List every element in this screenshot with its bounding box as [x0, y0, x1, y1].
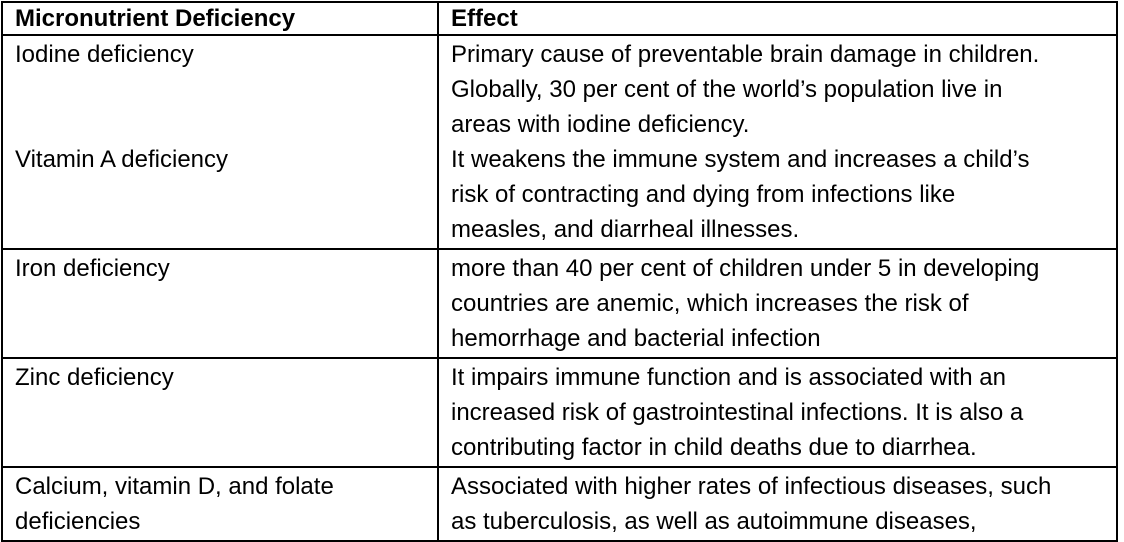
- text-line: increased risk of gastrointestinal infec…: [451, 399, 1024, 426]
- table-row-iron: Iron deficiency more than 40 per cent of…: [1, 248, 1118, 359]
- deficiency-cell: Zinc deficiency: [1, 357, 439, 468]
- text-line: contributing factor in child deaths due …: [451, 434, 977, 461]
- effect-cell: Primary cause of preventable brain damag…: [437, 34, 1118, 250]
- text-line: Primary cause of preventable brain damag…: [451, 41, 1040, 68]
- effect-cell: It impairs immune function and is associ…: [437, 357, 1118, 468]
- table-row-calcium-vitamin-d-folate: Calcium, vitamin D, and folate deficienci…: [1, 466, 1118, 542]
- effect-cell: more than 40 per cent of children under …: [437, 248, 1118, 359]
- text-line: Globally, 30 per cent of the world’s pop…: [451, 76, 1003, 103]
- text-line: countries are anemic, which increases th…: [451, 290, 969, 317]
- text-line: [15, 72, 427, 107]
- text-line: [15, 107, 427, 142]
- text-line: more than 40 per cent of children under …: [451, 255, 1040, 282]
- table-row-iodine-vitamin-a: Iodine deficiency Vitamin A deficiency Pr…: [1, 34, 1118, 250]
- effect-cell: Associated with higher rates of infectio…: [437, 466, 1118, 542]
- deficiency-cell: Iron deficiency: [1, 248, 439, 359]
- text-line: measles, and diarrheal illnesses.: [451, 216, 800, 243]
- text-line: Iron deficiency: [15, 255, 170, 282]
- column-header-deficiency: Micronutrient Deficiency: [1, 1, 439, 36]
- deficiency-cell: Calcium, vitamin D, and folate deficienci…: [1, 466, 439, 542]
- deficiency-cell: Iodine deficiency Vitamin A deficiency: [1, 34, 439, 250]
- column-header-effect: Effect: [437, 1, 1118, 36]
- text-line: Zinc deficiency: [15, 364, 174, 391]
- text-line: It impairs immune function and is associ…: [451, 364, 1006, 391]
- text-line: deficiencies: [15, 508, 141, 535]
- text-line: Calcium, vitamin D, and folate: [15, 473, 334, 500]
- text-line: Vitamin A deficiency: [15, 146, 229, 173]
- table-header-row: Micronutrient Deficiency Effect: [1, 1, 1118, 36]
- text-line: It weakens the immune system and increas…: [451, 146, 1030, 173]
- text-line: as tuberculosis, as well as autoimmune d…: [451, 508, 977, 535]
- text-line: Iodine deficiency: [15, 41, 194, 68]
- text-line: areas with iodine deficiency.: [451, 111, 750, 138]
- table-row-zinc: Zinc deficiency It impairs immune functi…: [1, 357, 1118, 468]
- text-line: hemorrhage and bacterial infection: [451, 325, 821, 352]
- text-line: Associated with higher rates of infectio…: [451, 473, 1052, 500]
- text-line: risk of contracting and dying from infec…: [451, 181, 956, 208]
